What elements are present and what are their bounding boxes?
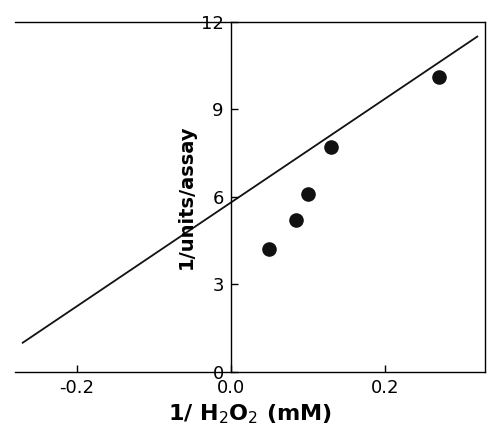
Point <box>327 144 335 151</box>
Point <box>304 191 312 198</box>
Y-axis label: 1/units/assay: 1/units/assay <box>176 125 196 269</box>
X-axis label: 1/ H$_2$O$_2$ (mM): 1/ H$_2$O$_2$ (mM) <box>168 402 332 426</box>
Point <box>292 217 300 224</box>
Point <box>266 246 274 253</box>
Point <box>435 74 443 81</box>
